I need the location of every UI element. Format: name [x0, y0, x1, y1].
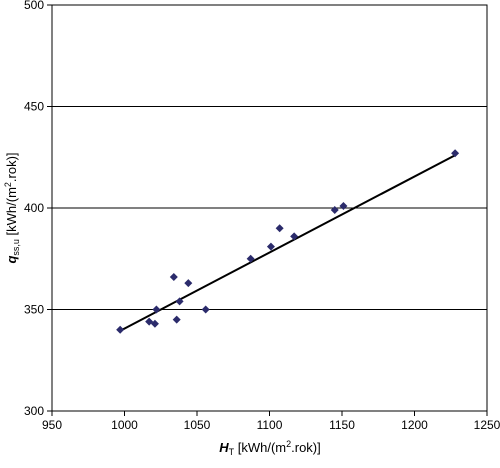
- x-tick-label: 950: [42, 418, 62, 432]
- point: [175, 297, 184, 306]
- y-tick-label: 500: [24, 0, 44, 12]
- point: [275, 224, 284, 233]
- point: [169, 273, 178, 282]
- y-title-post: .rok)]: [4, 152, 19, 182]
- plot-frame: [51, 4, 488, 412]
- y-axis-title: qss,u [kWh/(m2.rok)]: [3, 152, 21, 263]
- point: [184, 279, 193, 288]
- x-tick-label: 1250: [474, 418, 500, 432]
- x-title-pre: [kWh/(m: [234, 440, 286, 455]
- y-tick-label: 400: [24, 201, 44, 215]
- y-title-pre: [kWh/(m: [4, 187, 19, 239]
- x-title-sup: 2: [286, 439, 291, 449]
- point: [172, 315, 181, 324]
- y-tick-label: 450: [24, 100, 44, 114]
- x-title-main: H: [219, 440, 229, 455]
- x-tick-label: 1050: [184, 418, 211, 432]
- point: [246, 254, 255, 263]
- x-tick-label: 1100: [257, 418, 283, 432]
- y-title-main: q: [4, 256, 19, 264]
- x-tick-label: 1000: [111, 418, 138, 432]
- x-title-sub: T: [229, 447, 235, 457]
- point: [330, 206, 339, 215]
- y-title-sub: ss,u: [11, 239, 21, 256]
- x-tick-label: 1200: [401, 418, 428, 432]
- x-title-post: .rok)]: [291, 440, 321, 455]
- point: [451, 149, 460, 158]
- trendline: [119, 154, 456, 332]
- x-tick-label: 1150: [329, 418, 355, 432]
- y-tick-label: 350: [24, 303, 44, 317]
- point: [290, 232, 299, 241]
- y-title-sup: 2: [3, 182, 13, 187]
- y-tick-label: 300: [24, 404, 44, 418]
- point: [150, 319, 159, 328]
- x-axis-title: HT [kWh/(m2.rok)]: [219, 439, 321, 457]
- point: [339, 201, 348, 210]
- point: [266, 242, 275, 251]
- point: [116, 325, 125, 334]
- point: [201, 305, 210, 314]
- point: [152, 305, 161, 314]
